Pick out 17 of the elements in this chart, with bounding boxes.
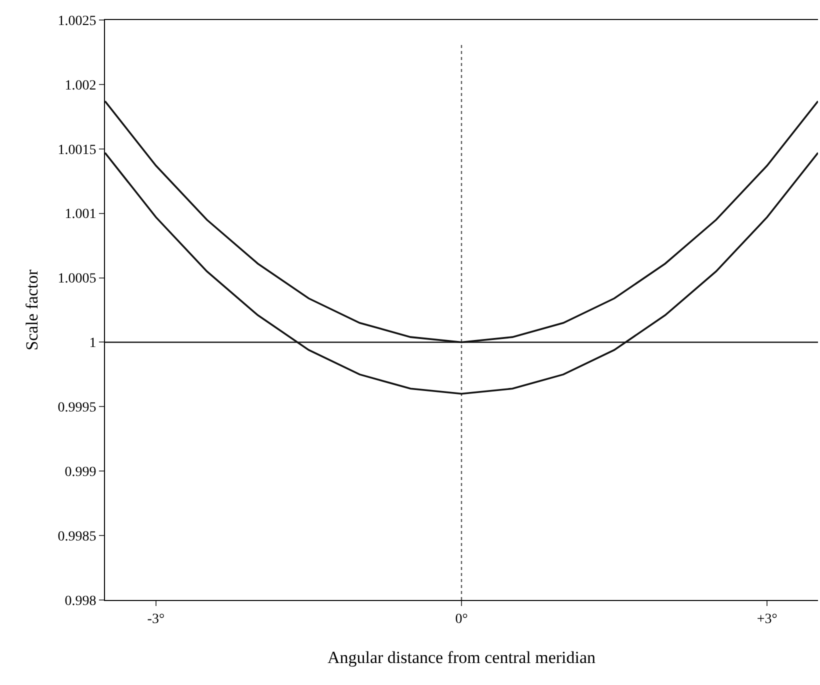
line-series (105, 152, 818, 395)
x-tick-label: +3° (756, 612, 778, 627)
x-axis-title: Angular distance from central meridian (327, 648, 596, 668)
y-tick-label: 0.999 (64, 465, 96, 480)
y-tick-label: 1.0005 (58, 272, 96, 287)
x-tick-label: -3° (147, 612, 165, 627)
y-axis-title: Scale factor (22, 269, 42, 350)
y-tick-label: 0.9985 (58, 529, 96, 544)
y-tick-label: 1 (89, 336, 96, 352)
y-tick-label: 1.0025 (58, 14, 96, 29)
y-tick-label: 1.001 (64, 207, 96, 222)
y-tick-label: 0.9995 (58, 400, 96, 416)
line-series (105, 100, 818, 344)
y-tick-label: 1.0015 (58, 142, 96, 158)
y-tick-label: 0.998 (64, 594, 96, 609)
x-tick-label: 0° (455, 612, 468, 627)
y-tick-label: 1.002 (64, 78, 96, 94)
